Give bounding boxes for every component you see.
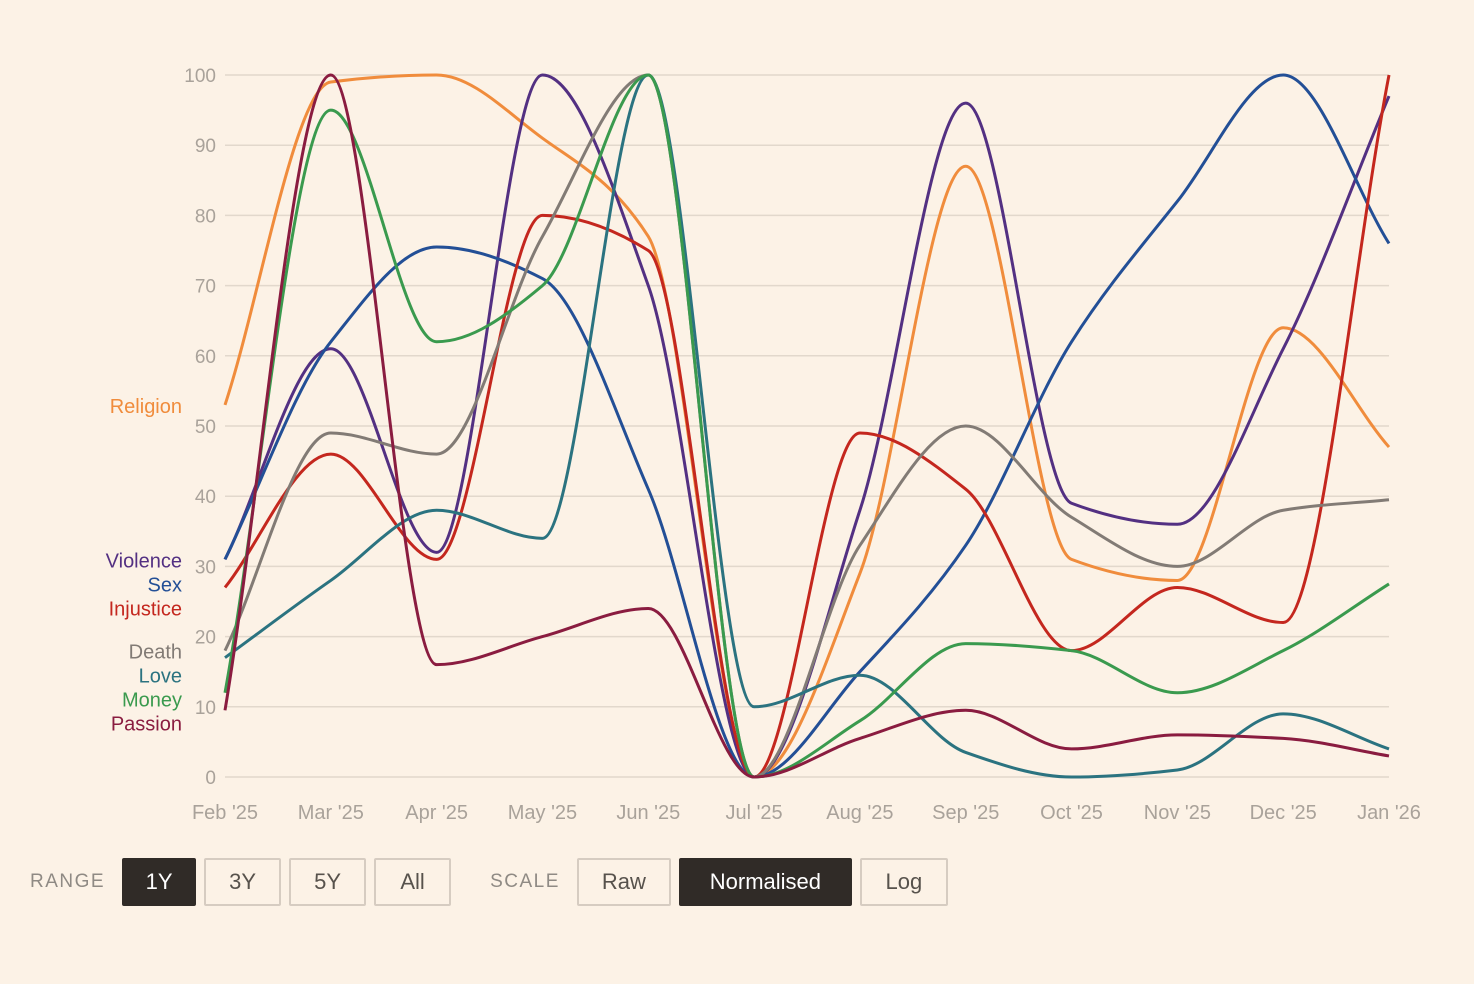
y-tick-label: 10: [195, 698, 216, 719]
series-line-injustice: [223, 74, 1391, 779]
x-tick-label: Mar '25: [298, 802, 364, 824]
y-tick-label: 40: [195, 487, 216, 508]
scale-normalised-button[interactable]: Normalised: [678, 858, 852, 906]
x-tick-label: Apr '25: [405, 802, 468, 824]
series-label-death: Death: [129, 642, 182, 664]
scale-log-button[interactable]: Log: [859, 858, 948, 906]
scale-label: SCALE: [490, 871, 560, 892]
y-tick-label: 80: [195, 206, 216, 227]
range-all-button[interactable]: All: [374, 858, 452, 906]
x-tick-label: Jan '26: [1357, 802, 1421, 824]
x-tick-label: Feb '25: [192, 802, 258, 824]
y-tick-label: 90: [195, 136, 216, 157]
chart-controls: RANGE 1Y 3Y 5Y All SCALE Raw Normalised …: [30, 858, 956, 906]
y-tick-label: 50: [195, 417, 216, 438]
x-tick-label: Jun '25: [616, 802, 680, 824]
y-tick-label: 0: [205, 768, 216, 789]
y-tick-label: 20: [195, 628, 216, 649]
series-label-violence: Violence: [106, 550, 182, 572]
y-tick-label: 60: [195, 347, 216, 368]
range-3y-button[interactable]: 3Y: [204, 858, 282, 906]
x-tick-label: May '25: [508, 802, 577, 824]
range-5y-button[interactable]: 5Y: [289, 858, 367, 906]
range-label: RANGE: [30, 871, 106, 892]
x-tick-label: Sep '25: [932, 802, 999, 824]
x-tick-label: Nov '25: [1144, 802, 1211, 824]
series-label-religion: Religion: [110, 396, 182, 418]
x-tick-label: Oct '25: [1040, 802, 1103, 824]
y-tick-label: 100: [184, 66, 216, 87]
series-line-money: [223, 73, 1390, 779]
series-label-sex: Sex: [148, 574, 182, 596]
series-line-sex: [223, 73, 1391, 779]
series-label-money: Money: [122, 690, 182, 712]
series-line-love: [224, 73, 1390, 779]
series-line-religion: [223, 73, 1391, 779]
series-label-injustice: Injustice: [109, 598, 182, 620]
y-tick-label: 70: [195, 277, 216, 298]
scale-raw-button[interactable]: Raw: [576, 858, 671, 906]
range-1y-button[interactable]: 1Y: [122, 858, 197, 906]
series-line-passion: [223, 73, 1390, 779]
series-label-love: Love: [139, 666, 182, 688]
line-chart: 0 10 20 30 40 50 60 70 80 90 100 Feb '25 Mar '25 Apr …: [106, 66, 1421, 824]
series-label-passion: Passion: [111, 714, 182, 736]
x-tick-label: Aug '25: [826, 802, 893, 824]
x-tick-label: Dec '25: [1250, 802, 1317, 824]
y-tick-label: 30: [195, 557, 216, 578]
x-tick-label: Jul '25: [725, 802, 782, 824]
